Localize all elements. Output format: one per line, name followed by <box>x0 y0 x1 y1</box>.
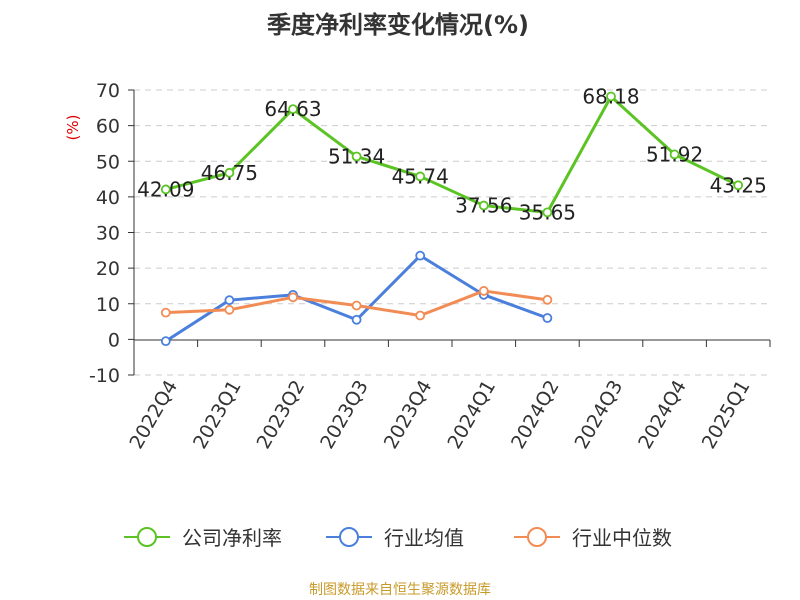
series-lines <box>160 91 744 347</box>
legend: 公司净利率 行业均值 行业中位数 <box>124 526 672 550</box>
data-label: 43.25 <box>710 173 767 197</box>
data-point <box>606 91 616 102</box>
legend-marker-2 <box>527 527 547 547</box>
data-point <box>733 180 744 191</box>
legend-label: 行业均值 <box>384 526 464 550</box>
data-label: 37.56 <box>455 194 512 218</box>
data-label: 51.92 <box>646 142 703 166</box>
data-label: 35.65 <box>519 200 576 224</box>
data-point <box>224 304 235 315</box>
x-tick-label: 2023Q3 <box>316 377 373 453</box>
y-tick-label: -10 <box>89 365 120 387</box>
gridlines <box>134 89 770 376</box>
y-axis-label: (%) <box>64 115 82 141</box>
y-tick-label: 60 <box>96 116 120 138</box>
legend-label: 行业中位数 <box>572 526 672 550</box>
data-point <box>224 167 235 178</box>
data-point <box>351 151 362 162</box>
data-point <box>478 286 489 296</box>
data-point <box>478 200 489 211</box>
y-tick-label: 40 <box>96 187 120 209</box>
y-tick-label: 0 <box>108 329 120 351</box>
legend-marker-0 <box>137 527 157 547</box>
data-label: 51.34 <box>328 144 385 168</box>
legend-marker-1 <box>339 527 359 547</box>
data-label: 46.75 <box>201 161 258 185</box>
data-label: 42.09 <box>137 177 194 201</box>
x-tick-label: 2024Q1 <box>443 377 500 453</box>
legend-label: 公司净利率 <box>182 526 282 550</box>
x-tick-label: 2023Q1 <box>189 377 246 453</box>
data-point <box>542 207 553 218</box>
series-line-0 <box>165 94 739 214</box>
y-tick-label: 70 <box>96 80 120 102</box>
data-point <box>415 310 426 321</box>
data-label: 68.18 <box>582 84 639 108</box>
x-tick-label: 2023Q2 <box>253 377 310 453</box>
data-point <box>288 292 298 303</box>
data-point <box>415 171 426 182</box>
data-point <box>542 313 553 323</box>
y-tick-label: 20 <box>96 258 120 280</box>
data-point <box>415 250 426 261</box>
data-point <box>351 314 362 325</box>
y-tick-label: 30 <box>96 223 120 245</box>
source-note: 制图数据来自恒生聚源数据库 <box>309 582 491 598</box>
x-tick-label: 2024Q4 <box>634 377 691 453</box>
data-point <box>160 307 171 318</box>
data-label: 45.74 <box>392 164 449 188</box>
y-tick-label: 50 <box>96 151 120 173</box>
x-tick-label: 2022Q4 <box>125 377 182 453</box>
data-point <box>160 184 171 195</box>
data-point <box>351 300 362 311</box>
x-tick-label: 2024Q2 <box>507 377 564 453</box>
data-point <box>669 149 680 160</box>
data-label: 64.63 <box>264 97 321 121</box>
x-tick-label: 2024Q3 <box>571 377 628 453</box>
x-tick-label: 2023Q4 <box>380 377 437 453</box>
chart-title: 季度净利率变化情况(%) <box>267 11 529 39</box>
data-point <box>224 295 235 306</box>
data-point <box>288 104 298 115</box>
data-point <box>160 336 171 347</box>
y-tick-label: 10 <box>96 294 120 316</box>
data-point <box>542 294 553 305</box>
x-tick-label: 2025Q1 <box>698 377 755 453</box>
